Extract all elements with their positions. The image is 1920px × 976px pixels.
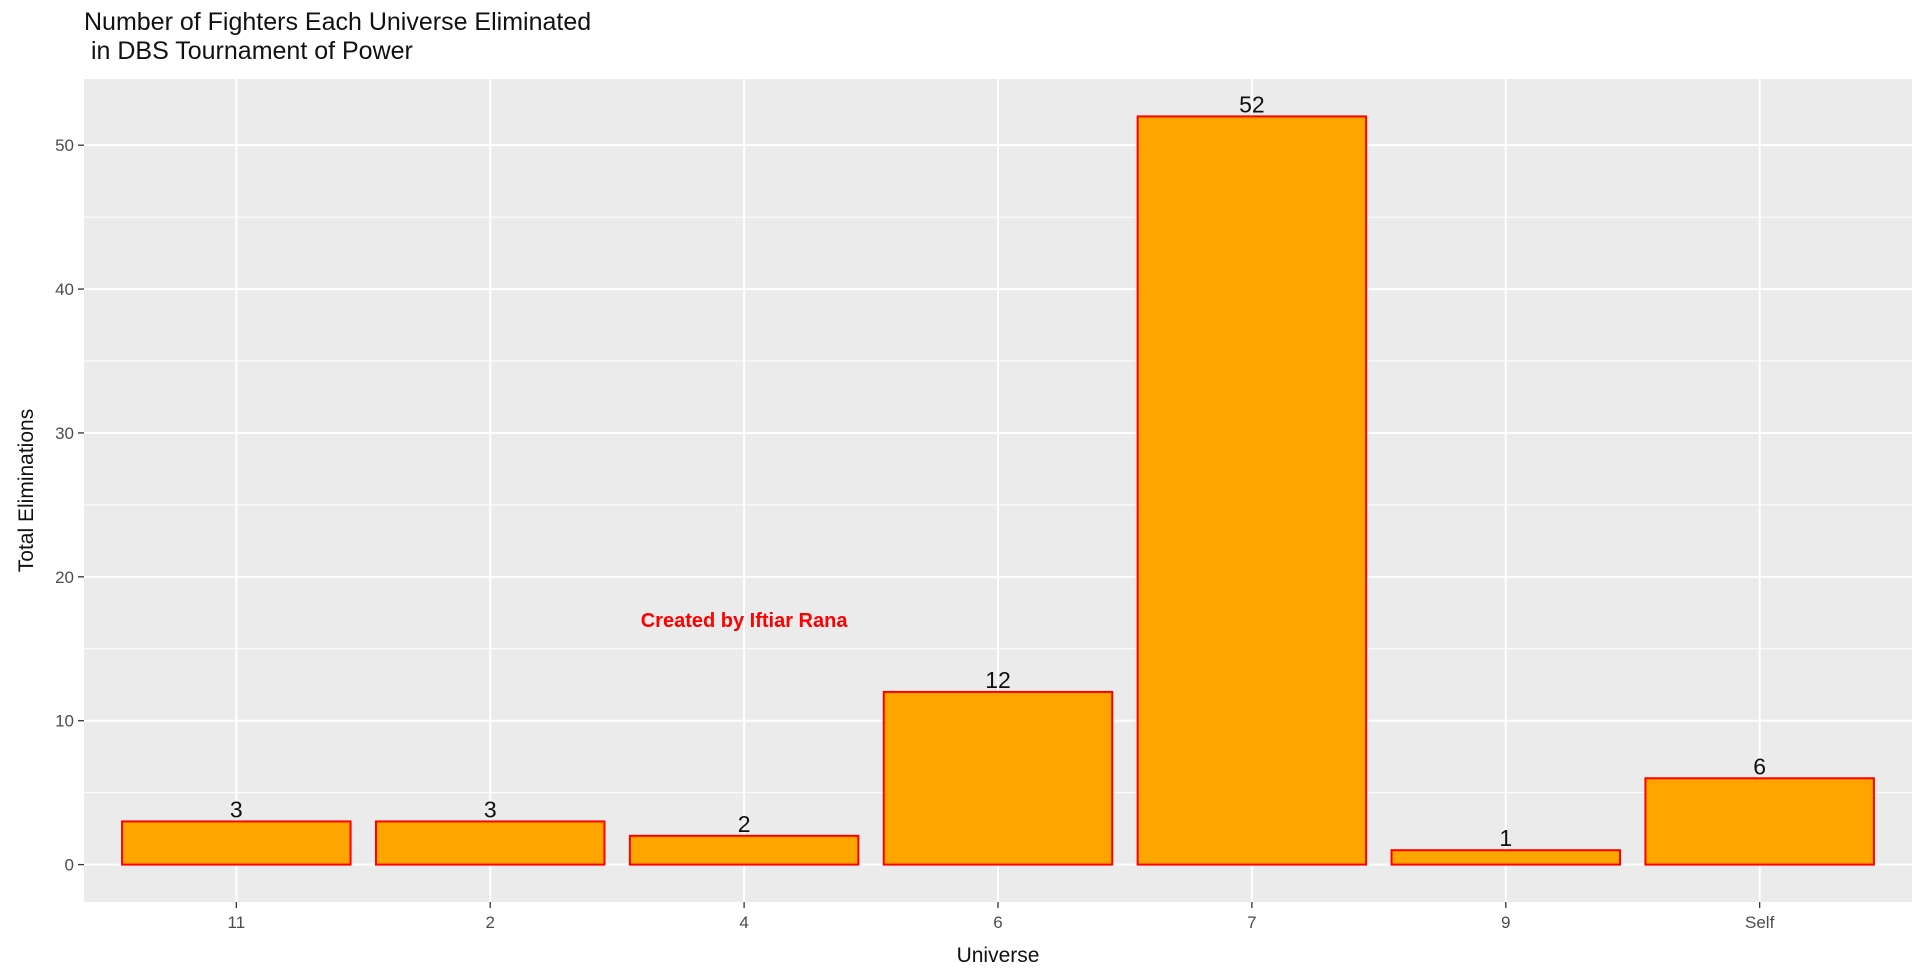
y-tick-label: 40 xyxy=(55,280,74,299)
y-tick-label: 10 xyxy=(55,712,74,731)
bar-value-label: 6 xyxy=(1753,753,1766,779)
bar-value-label: 52 xyxy=(1239,91,1265,117)
x-axis-title: Universe xyxy=(957,944,1040,967)
bar-value-label: 12 xyxy=(985,667,1011,693)
chart-title-line-2: in DBS Tournament of Power xyxy=(84,37,413,65)
chart-title: Number of Fighters Each Universe Elimina… xyxy=(84,8,591,66)
x-tick-label: 9 xyxy=(1501,913,1510,932)
bar-value-label: 3 xyxy=(484,796,497,822)
x-tick-label: 2 xyxy=(485,913,494,932)
x-tick-label: Self xyxy=(1745,913,1775,932)
y-tick-label: 20 xyxy=(55,568,74,587)
x-tick-label: 7 xyxy=(1247,913,1256,932)
bar xyxy=(374,820,606,866)
y-tick-label: 30 xyxy=(55,424,74,443)
chart-title-line-1: Number of Fighters Each Universe Elimina… xyxy=(84,8,592,36)
bar xyxy=(882,690,1114,866)
bar xyxy=(1390,849,1622,866)
bar xyxy=(1644,777,1875,866)
x-axis: 11 2 4 6 7 9 Self xyxy=(228,902,1775,932)
y-axis: 0 10 20 30 40 50 xyxy=(55,136,84,875)
bar-value-label: 3 xyxy=(230,796,243,822)
y-axis-title: Total Eliminations xyxy=(15,409,38,572)
y-tick-label: 0 xyxy=(65,856,74,875)
bars xyxy=(121,115,1875,866)
bar xyxy=(121,820,352,866)
data-labels: 3 3 2 12 52 1 6 xyxy=(230,91,1766,851)
x-tick-label: 6 xyxy=(993,913,1002,932)
creator-annotation: Created by Iftiar Rana xyxy=(641,610,849,632)
bar xyxy=(628,834,860,866)
x-tick-label: 4 xyxy=(739,913,748,932)
bar-value-label: 2 xyxy=(738,811,751,837)
x-tick-label: 11 xyxy=(228,913,246,932)
y-tick-label: 50 xyxy=(55,136,74,155)
bar xyxy=(1136,115,1368,866)
bar-value-label: 1 xyxy=(1499,825,1512,851)
